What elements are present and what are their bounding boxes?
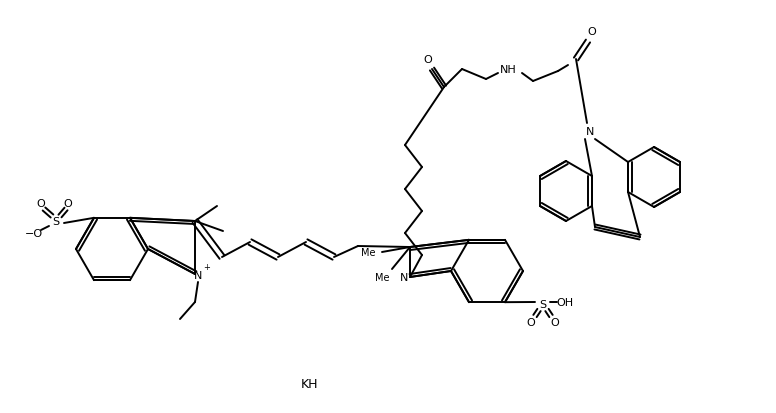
Text: S: S — [539, 299, 546, 309]
Text: N: N — [194, 271, 203, 280]
Text: NH: NH — [500, 65, 516, 75]
Text: S: S — [53, 216, 60, 226]
Text: O: O — [36, 199, 45, 209]
Text: O: O — [424, 55, 432, 65]
Text: O: O — [527, 317, 535, 327]
Text: O: O — [64, 199, 72, 209]
Text: O: O — [587, 27, 597, 37]
Text: O: O — [551, 317, 559, 327]
Text: −O: −O — [25, 228, 43, 238]
Text: OH: OH — [556, 297, 573, 307]
Text: Me: Me — [361, 247, 376, 257]
Text: N: N — [400, 272, 408, 282]
Text: N: N — [586, 127, 594, 137]
Text: KH: KH — [301, 377, 319, 391]
Text: Me: Me — [375, 272, 390, 282]
Text: +: + — [203, 263, 210, 272]
